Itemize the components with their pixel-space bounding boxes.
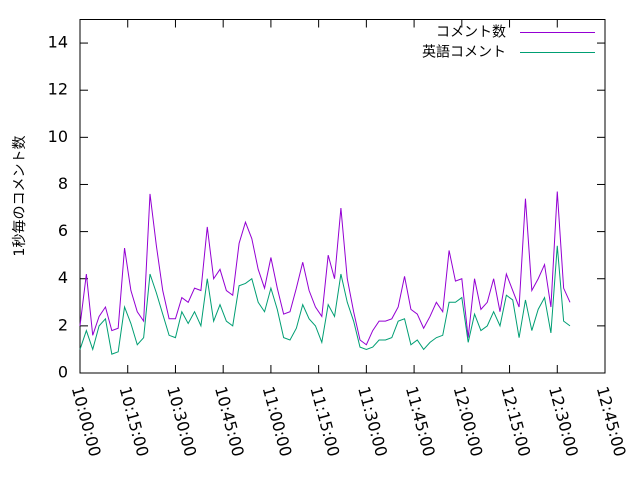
x-tick-label: 10:15:00: [116, 384, 153, 458]
legend-label: 英語コメント: [422, 44, 506, 61]
x-tick-label: 10:00:00: [68, 384, 105, 458]
series-line: [79, 245, 571, 355]
y-tick-label: 8: [58, 174, 68, 193]
y-axis-label: 1秒毎のコメント数: [12, 136, 28, 257]
y-tick-label: 6: [58, 221, 68, 240]
y-tick-label: 10: [48, 127, 68, 146]
x-tick-label: 11:00:00: [259, 384, 296, 458]
x-tick-label: 12:45:00: [593, 384, 630, 458]
y-tick-label: 4: [58, 268, 68, 287]
legend-label: コメント数: [436, 25, 506, 41]
x-tick-label: 12:00:00: [450, 384, 487, 458]
x-tick-label: 11:45:00: [402, 384, 439, 458]
x-tick-label: 10:45:00: [211, 384, 248, 458]
plot-border: [79, 19, 606, 374]
y-tick-label: 2: [58, 315, 68, 334]
x-tick-label: 12:30:00: [545, 384, 582, 458]
x-tick-label: 10:30:00: [163, 384, 200, 458]
y-tick-label: 14: [48, 33, 68, 52]
x-tick-label: 11:30:00: [354, 384, 391, 458]
y-tick-label: 0: [58, 363, 68, 382]
y-tick-label: 12: [48, 80, 68, 99]
x-tick-label: 12:15:00: [497, 384, 534, 458]
x-tick-label: 11:15:00: [306, 384, 343, 458]
series-line: [79, 191, 571, 346]
